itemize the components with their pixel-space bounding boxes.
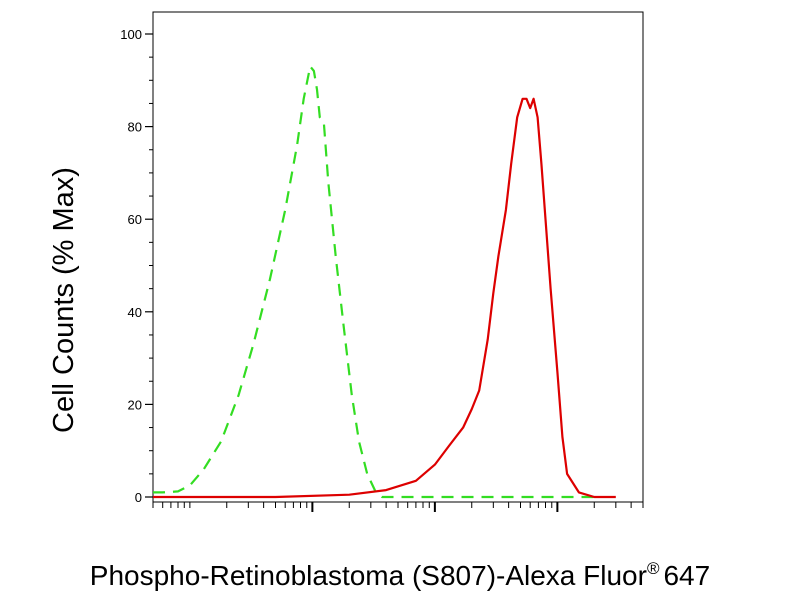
y-tick-label: 60	[128, 212, 142, 227]
x-axis-title-registered-mark: ®	[647, 559, 660, 578]
x-axis-title-suffix: 647	[663, 560, 710, 591]
control-histogram-line	[153, 65, 595, 499]
y-tick-label: 100	[120, 27, 142, 42]
series-layer	[153, 65, 616, 499]
y-tick-label: 0	[135, 490, 142, 505]
y-tick-label: 80	[128, 120, 142, 135]
y-axis: 0 20 40 60 80 100	[120, 27, 153, 505]
x-axis	[152, 502, 644, 512]
y-axis-title: Cell Counts (% Max)	[48, 167, 80, 433]
x-axis-title: Phospho-Retinoblastoma (S807)-Alexa Fluo…	[90, 559, 710, 591]
y-tick-label: 40	[128, 305, 142, 320]
x-axis-title-main: Phospho-Retinoblastoma (S807)-Alexa Fluo…	[90, 560, 647, 591]
stained-histogram-line	[153, 97, 616, 499]
y-tick-label: 20	[128, 397, 142, 412]
